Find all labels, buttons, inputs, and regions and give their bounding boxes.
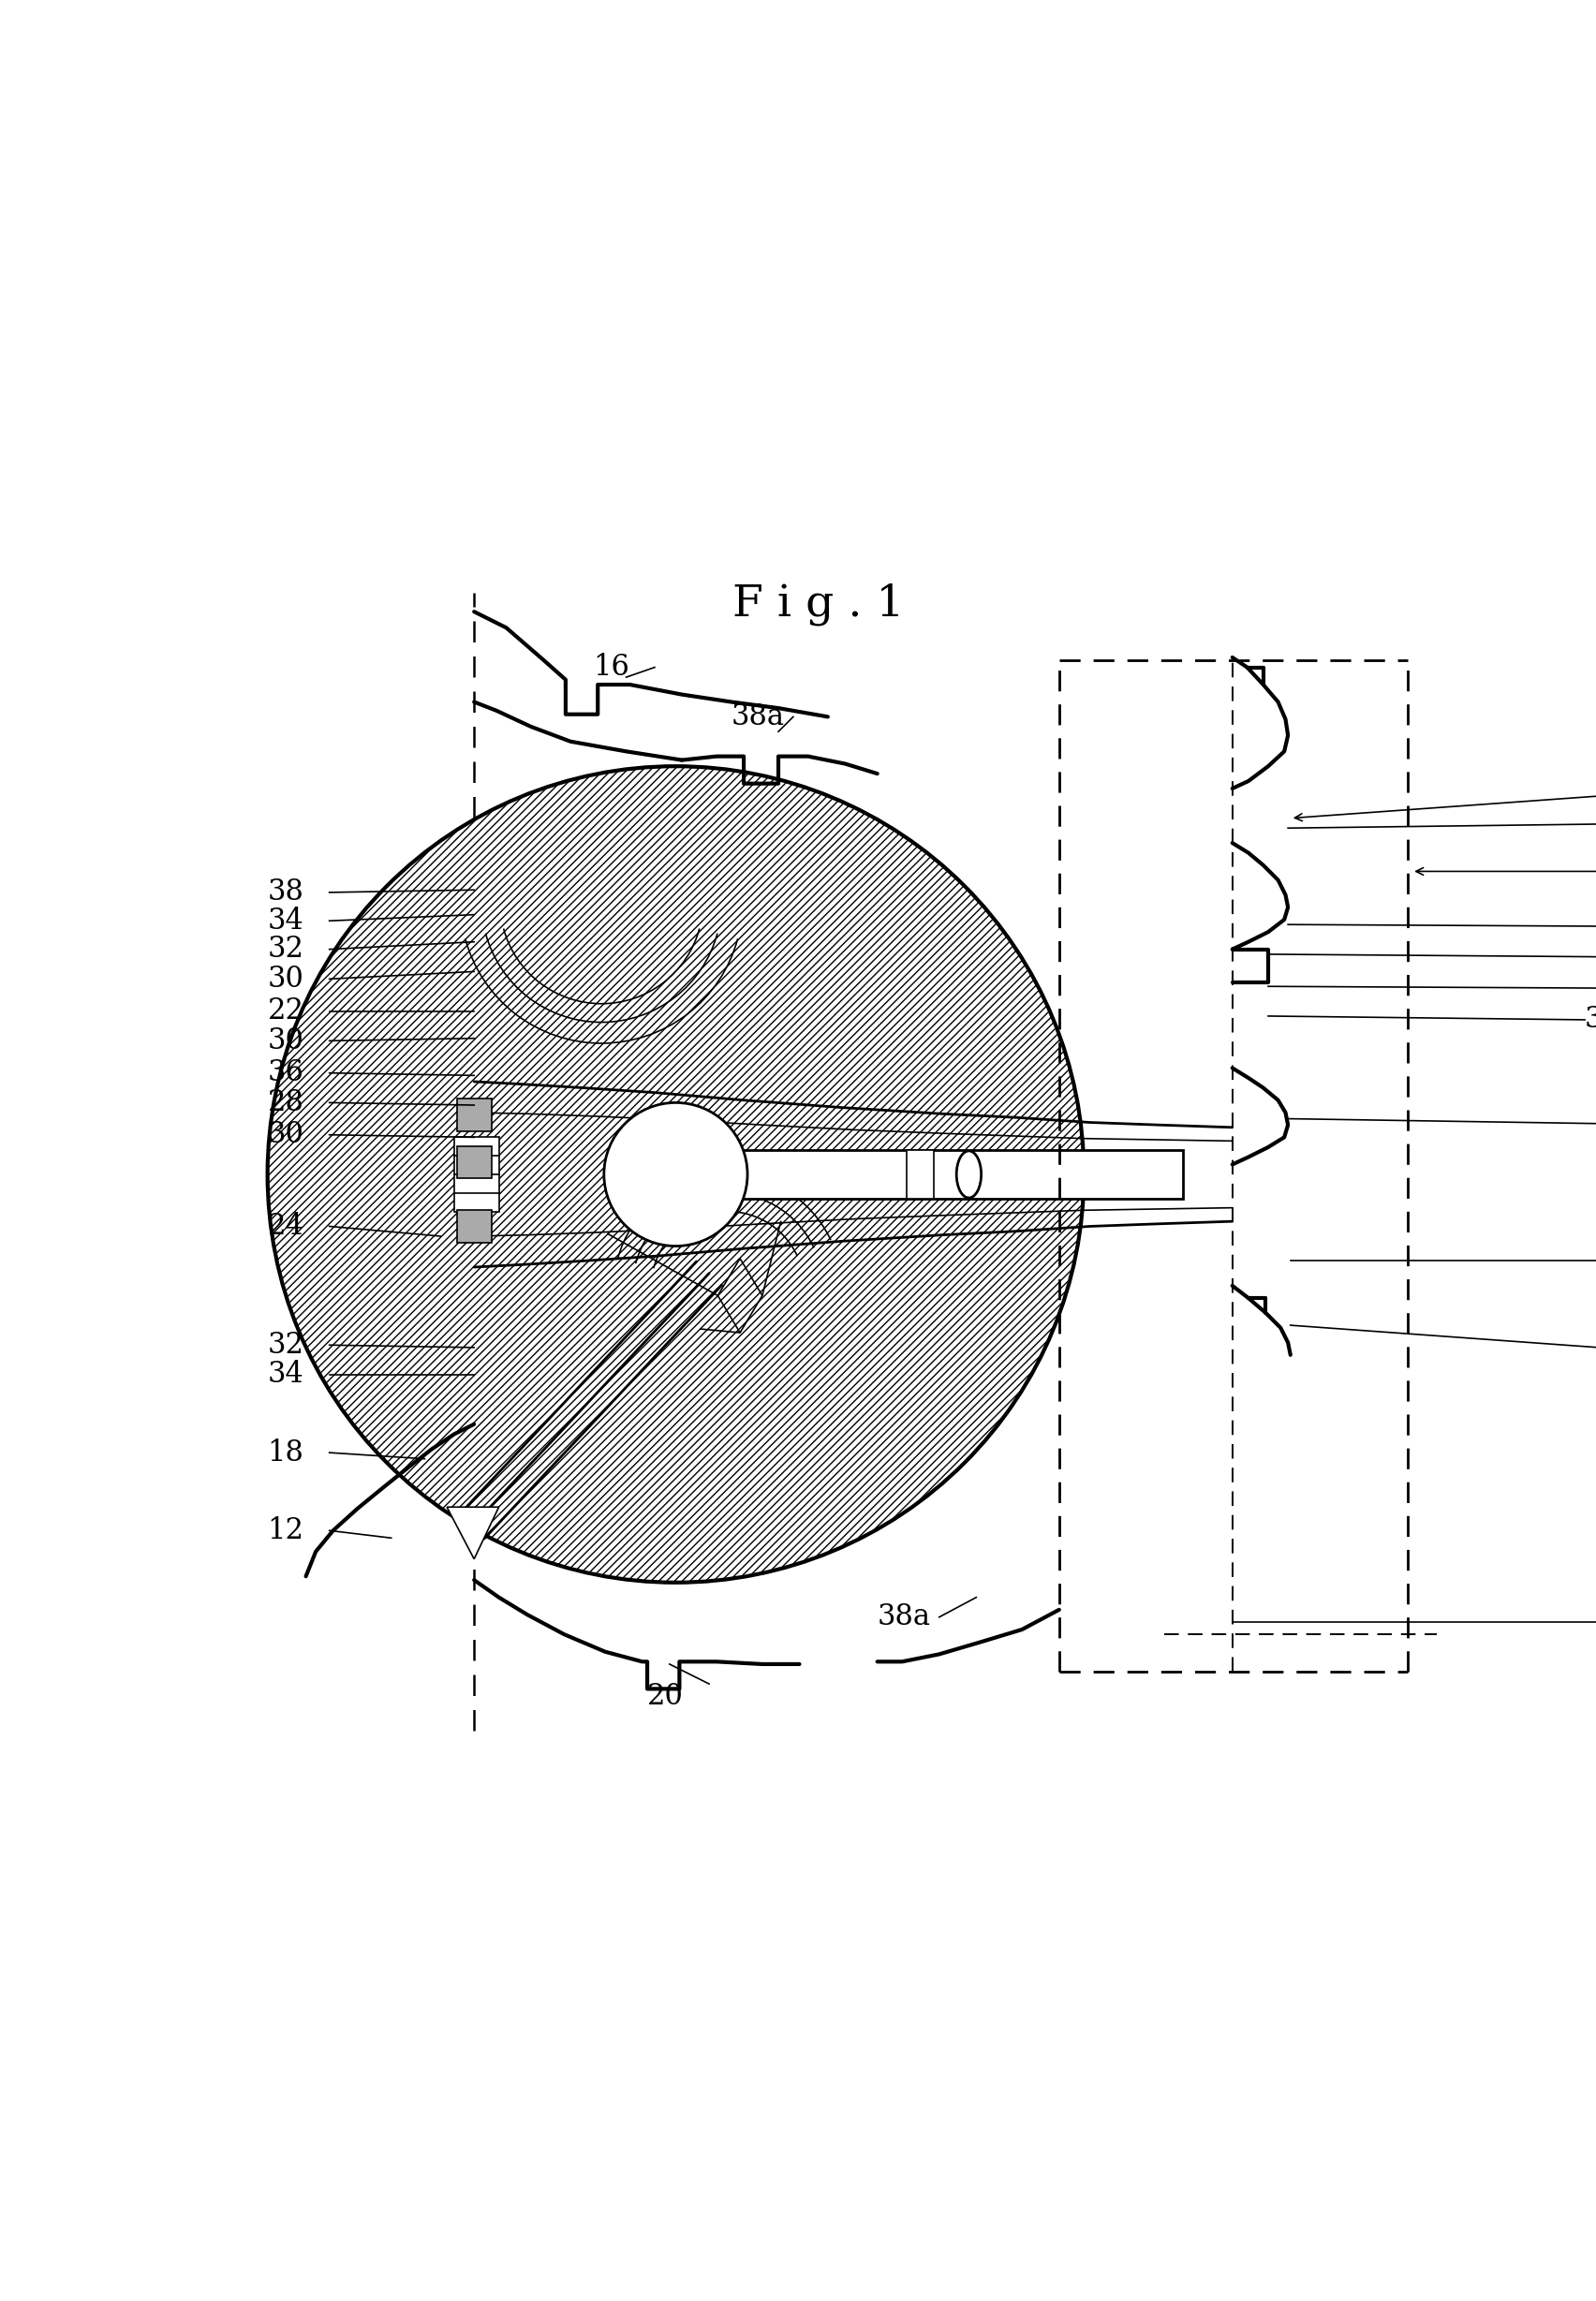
Circle shape <box>603 1102 747 1247</box>
Text: 22: 22 <box>268 996 305 1026</box>
Text: 38a: 38a <box>878 1601 930 1631</box>
Text: 38: 38 <box>268 879 303 907</box>
Text: 32: 32 <box>268 1330 305 1360</box>
Text: 30: 30 <box>268 964 303 994</box>
Polygon shape <box>718 1259 763 1332</box>
Text: 34: 34 <box>268 907 303 934</box>
Bar <box>456 1210 492 1243</box>
Text: 12: 12 <box>268 1516 305 1544</box>
Text: 20: 20 <box>648 1682 683 1712</box>
Circle shape <box>268 766 1084 1583</box>
Text: 34: 34 <box>268 1360 303 1390</box>
Text: 36: 36 <box>268 1058 303 1088</box>
Text: 30: 30 <box>268 1121 303 1148</box>
Text: 18: 18 <box>268 1438 303 1468</box>
Text: 32: 32 <box>268 934 305 964</box>
Text: 38a: 38a <box>1585 1006 1596 1033</box>
Text: 16: 16 <box>592 653 629 681</box>
Text: F i g . 1: F i g . 1 <box>733 582 903 626</box>
Ellipse shape <box>956 1150 982 1199</box>
Bar <box>455 1137 500 1210</box>
Bar <box>664 1150 1183 1199</box>
Text: 28: 28 <box>268 1088 303 1118</box>
Text: 30: 30 <box>268 1026 303 1056</box>
Bar <box>456 1100 492 1132</box>
Polygon shape <box>447 1507 500 1560</box>
Text: 24: 24 <box>268 1213 303 1240</box>
Bar <box>456 1146 492 1178</box>
Text: 38a: 38a <box>731 702 785 732</box>
Bar <box>907 1150 934 1199</box>
